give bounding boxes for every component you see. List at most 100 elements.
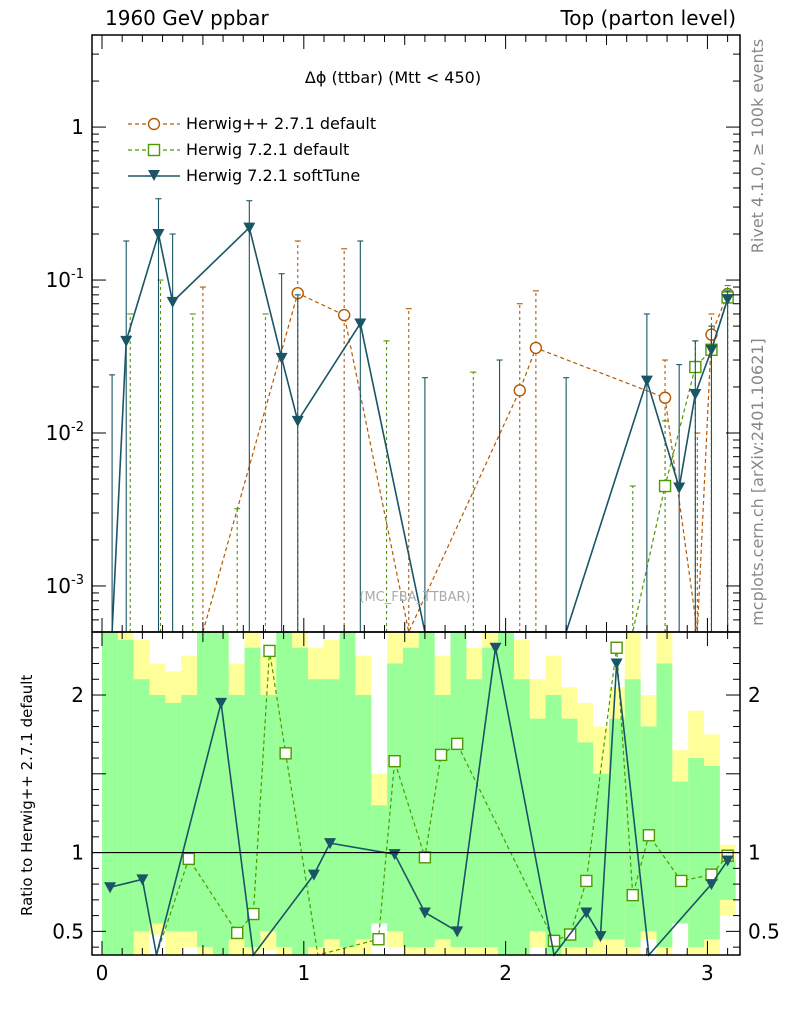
main-point-softtune — [152, 229, 165, 240]
analysis-watermark: (MC_FBA_TTBAR) — [359, 590, 471, 605]
ratio-point-softtune — [610, 658, 623, 670]
ratio-point-herwig72 — [547, 934, 561, 948]
ratio-point-softtune — [136, 874, 149, 886]
ratio-point-herwig72 — [247, 907, 260, 921]
ratio-point-softtune — [594, 931, 607, 943]
main-line-herwigpp — [202, 292, 729, 634]
ratio-band-green — [228, 695, 245, 940]
x-tick-label: 0 — [96, 961, 109, 985]
main-point-softtune — [291, 415, 304, 427]
main-point-softtune — [120, 335, 133, 347]
ratio-y-tick-label-right: 2 — [748, 683, 761, 707]
ratio-band-green — [323, 679, 340, 940]
ratio-plot-frame — [91, 631, 741, 956]
ratio-point-herwig72 — [434, 748, 448, 762]
ratio-band-green — [434, 695, 451, 940]
ratio-band-green — [260, 695, 277, 932]
main-line-herwig72 — [130, 297, 729, 633]
ratio-band-green — [608, 718, 625, 940]
ratio-point-softtune — [451, 926, 464, 938]
ratio-band-green — [593, 773, 609, 940]
ratio-band-green — [640, 726, 657, 932]
ratio-band-green — [402, 647, 419, 948]
ratio-y-tick-label-left: 2 — [71, 683, 84, 707]
ratio-point-softtune — [580, 907, 593, 919]
header-energy-label: 1960 GeV ppbar — [105, 6, 269, 30]
ratio-y-tick-label-left: 1 — [71, 841, 84, 865]
ratio-band-green — [181, 695, 198, 932]
ratio-band-green — [197, 632, 213, 948]
header-process-label: Top (parton level) — [560, 6, 736, 30]
ratio-band-green — [719, 860, 736, 900]
ratio-y-axis-label: Ratio to Herwig++ 2.7.1 default — [18, 674, 36, 916]
main-y-tick-label: 10-1 — [46, 267, 84, 292]
main-y-tick-label: 10-2 — [46, 420, 84, 445]
legend-label-herwigpp: Herwig++ 2.7.1 default — [186, 114, 377, 133]
main-point-herwigpp — [658, 391, 672, 404]
ratio-line-herwig72 — [142, 647, 729, 956]
legend-entry-softtune: Herwig 7.2.1 softTune — [126, 164, 426, 190]
ratio-band-green — [387, 663, 403, 932]
ratio-point-softtune — [388, 849, 401, 861]
ratio-band-green — [545, 695, 562, 955]
legend: Herwig++ 2.7.1 default Herwig 7.2.1 defa… — [126, 112, 426, 190]
axes-group: 110-110-210-30 1 2 30.5 0.51 12 2 — [46, 34, 780, 985]
main-point-herwigpp — [513, 384, 526, 397]
main-point-softtune — [721, 294, 734, 306]
ratio-point-herwig72 — [418, 851, 432, 864]
ratio-point-herwig72 — [626, 888, 639, 902]
ratio-band-green — [212, 632, 229, 955]
ratio-band-green — [418, 632, 435, 948]
ratio-y-tick-label-left: 0.5 — [52, 919, 84, 943]
legend-label-herwig72: Herwig 7.2.1 default — [186, 140, 350, 159]
ratio-band-green — [117, 639, 134, 955]
main-point-softtune — [705, 344, 718, 356]
ratio-y-tick-label-right: 0.5 — [748, 919, 780, 943]
ratio-point-softtune — [489, 642, 502, 654]
ratio-band-green — [513, 679, 530, 955]
ratio-band-green — [292, 647, 308, 955]
ratio-band-green — [244, 647, 261, 948]
ratio-band-green — [529, 718, 546, 932]
ratio-band-green — [656, 663, 673, 948]
plot-title: Δϕ (ttbar) (Mtt < 450) — [304, 68, 482, 87]
main-point-softtune — [166, 296, 179, 308]
ratio-point-softtune — [324, 838, 337, 850]
ratio-point-herwig72 — [231, 926, 244, 940]
ratio-band-green — [371, 805, 388, 924]
main-series-group — [109, 198, 734, 634]
legend-entry-herwigpp: Herwig++ 2.7.1 default — [126, 112, 426, 138]
ratio-band-green — [466, 679, 483, 948]
x-tick-label: 2 — [499, 961, 512, 985]
ratio-band-green — [133, 679, 150, 932]
ratio-point-softtune — [104, 882, 117, 894]
ratio-point-herwig72 — [388, 755, 401, 768]
mcplots-reference-label: mcplots.cern.ch [arXiv:2401.10621] — [748, 338, 767, 626]
ratio-band-green — [561, 718, 578, 948]
ratio-y-tick-label-right: 1 — [748, 841, 761, 865]
ratio-band-green — [276, 632, 293, 948]
ratio-line-softtune — [109, 647, 729, 958]
main-point-herwigpp — [529, 341, 543, 355]
ratio-point-herwig72 — [279, 747, 292, 760]
x-tick-label: 1 — [297, 961, 310, 985]
main-point-softtune — [275, 352, 288, 364]
ratio-point-softtune — [418, 907, 431, 919]
ratio-point-softtune — [307, 869, 320, 881]
ratio-point-herwig72 — [263, 644, 276, 658]
ratio-series-group — [92, 641, 740, 958]
ratio-band-green — [450, 632, 467, 948]
main-point-herwig72 — [658, 479, 672, 493]
main-point-softtune — [689, 388, 702, 400]
ratio-band-green — [307, 679, 324, 948]
x-tick-label: 3 — [701, 961, 714, 985]
ratio-point-herwig72 — [182, 852, 195, 866]
main-point-softtune — [243, 222, 256, 234]
ratio-point-herwig72 — [580, 874, 593, 888]
main-point-softtune — [673, 482, 686, 494]
ratio-band-green — [498, 632, 514, 955]
ratio-point-softtune — [721, 855, 734, 867]
ratio-point-herwig72 — [450, 737, 464, 751]
ratio-band-green — [355, 695, 372, 940]
